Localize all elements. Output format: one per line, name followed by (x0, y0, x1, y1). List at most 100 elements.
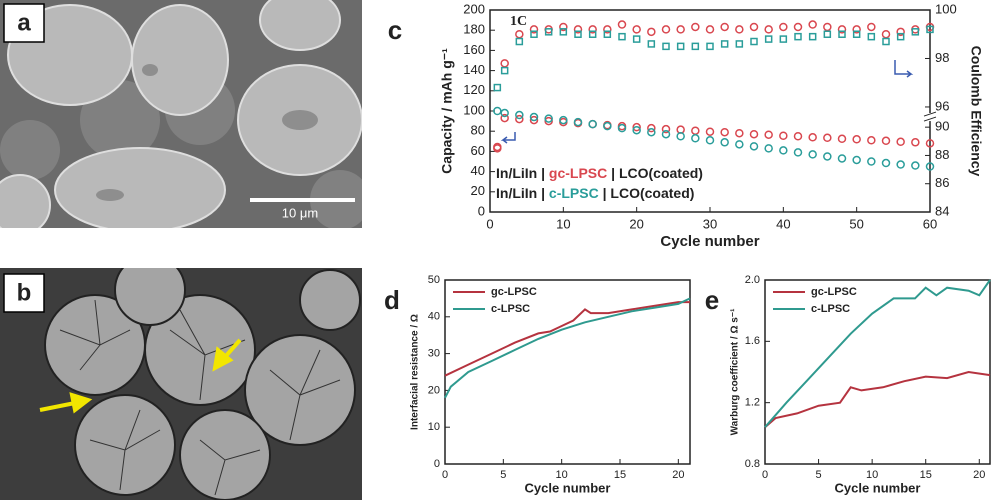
line (764, 279, 991, 428)
point (911, 138, 920, 147)
y-tick-label: 50 (428, 274, 440, 286)
point (647, 123, 656, 133)
y-tick-label: 0 (434, 458, 440, 470)
point (896, 137, 905, 147)
point (493, 106, 502, 116)
point (647, 127, 656, 137)
point (793, 22, 803, 32)
point (662, 42, 670, 51)
point (559, 22, 568, 32)
point (661, 124, 671, 134)
point (896, 32, 905, 41)
point (852, 155, 861, 165)
point (632, 25, 641, 34)
annotation: 1C (510, 14, 527, 29)
point (720, 138, 729, 147)
point (574, 30, 582, 38)
point (881, 158, 891, 168)
point (493, 142, 502, 152)
point (926, 25, 934, 34)
legend-text: gc-LPSC (549, 165, 607, 181)
legend-text: | LCO(coated) (599, 185, 695, 201)
point (837, 25, 847, 34)
y2-tick-label: 84 (935, 203, 949, 218)
x-axis-label: Cycle number (525, 481, 611, 496)
point (661, 129, 671, 139)
legend-text: c-LPSC (549, 185, 599, 201)
point (515, 37, 524, 46)
point (867, 22, 876, 32)
x-tick-label: 5 (816, 469, 822, 481)
point (735, 128, 744, 138)
point (896, 27, 905, 37)
point (823, 22, 832, 32)
point (735, 40, 744, 48)
sem-image-b (0, 268, 362, 500)
point (881, 136, 891, 146)
point (925, 139, 935, 148)
legend-text: In/LiIn | (496, 165, 549, 181)
point (691, 42, 700, 51)
point (515, 114, 524, 124)
y2-tick-label: 90 (935, 119, 949, 134)
point (544, 116, 553, 126)
point (720, 22, 729, 32)
point (779, 146, 788, 155)
panel-label-box (3, 3, 45, 43)
y-tick-label: 200 (463, 1, 485, 16)
x-tick-label: 20 (629, 216, 643, 231)
x-tick-label: 50 (849, 216, 863, 231)
panel-label: d (384, 285, 400, 315)
axis-break (925, 113, 935, 122)
point (515, 29, 524, 39)
point (749, 22, 759, 32)
point (735, 25, 744, 34)
y2-tick-label: 86 (935, 175, 949, 190)
point (764, 144, 773, 153)
legend-label: gc-LPSC (811, 286, 857, 298)
point (779, 131, 788, 140)
x-tick-label: 30 (703, 216, 717, 231)
point (529, 25, 539, 34)
chart: e 0 5 10 15 20 0.8 1.2 1.6 2.0 Cycle number Warburg… (705, 274, 991, 496)
point (911, 28, 920, 36)
point (500, 113, 509, 123)
x-axis-label: Cycle number (835, 481, 921, 496)
point (617, 20, 627, 29)
point (603, 121, 612, 131)
point (588, 119, 597, 129)
y-tick-label: 1.2 (745, 397, 760, 409)
point (882, 37, 890, 46)
legend-text: In/LiIn | (496, 185, 549, 201)
point (793, 148, 803, 157)
y-tick-label: 60 (471, 143, 485, 158)
point (720, 127, 729, 137)
axis-arrow (894, 60, 914, 78)
y-tick-label: 0.8 (745, 458, 760, 470)
point (749, 129, 759, 139)
point (661, 25, 671, 34)
point (705, 25, 715, 34)
y-tick-label: 40 (471, 163, 485, 178)
scale-bar-label: 10 μm (282, 205, 318, 220)
panel-label: a (17, 9, 31, 36)
x-tick-label: 15 (920, 469, 932, 481)
y2-tick-label: 88 (935, 147, 949, 162)
y-axis-label: Warburg coefficient / Ω s⁻¹ (730, 308, 741, 435)
point (764, 25, 773, 34)
plot-frame (489, 9, 931, 213)
point (559, 28, 568, 36)
line (444, 301, 690, 377)
y-tick-label: 80 (471, 123, 485, 138)
point (647, 40, 656, 48)
x-tick-label: 15 (614, 469, 626, 481)
point (559, 115, 568, 125)
point (852, 135, 861, 144)
point (779, 35, 788, 43)
point (676, 132, 685, 141)
point (618, 32, 626, 41)
x-tick-label: 0 (442, 469, 448, 481)
x-tick-label: 10 (556, 469, 568, 481)
legend-label: gc-LPSC (491, 286, 537, 298)
point (544, 28, 553, 36)
